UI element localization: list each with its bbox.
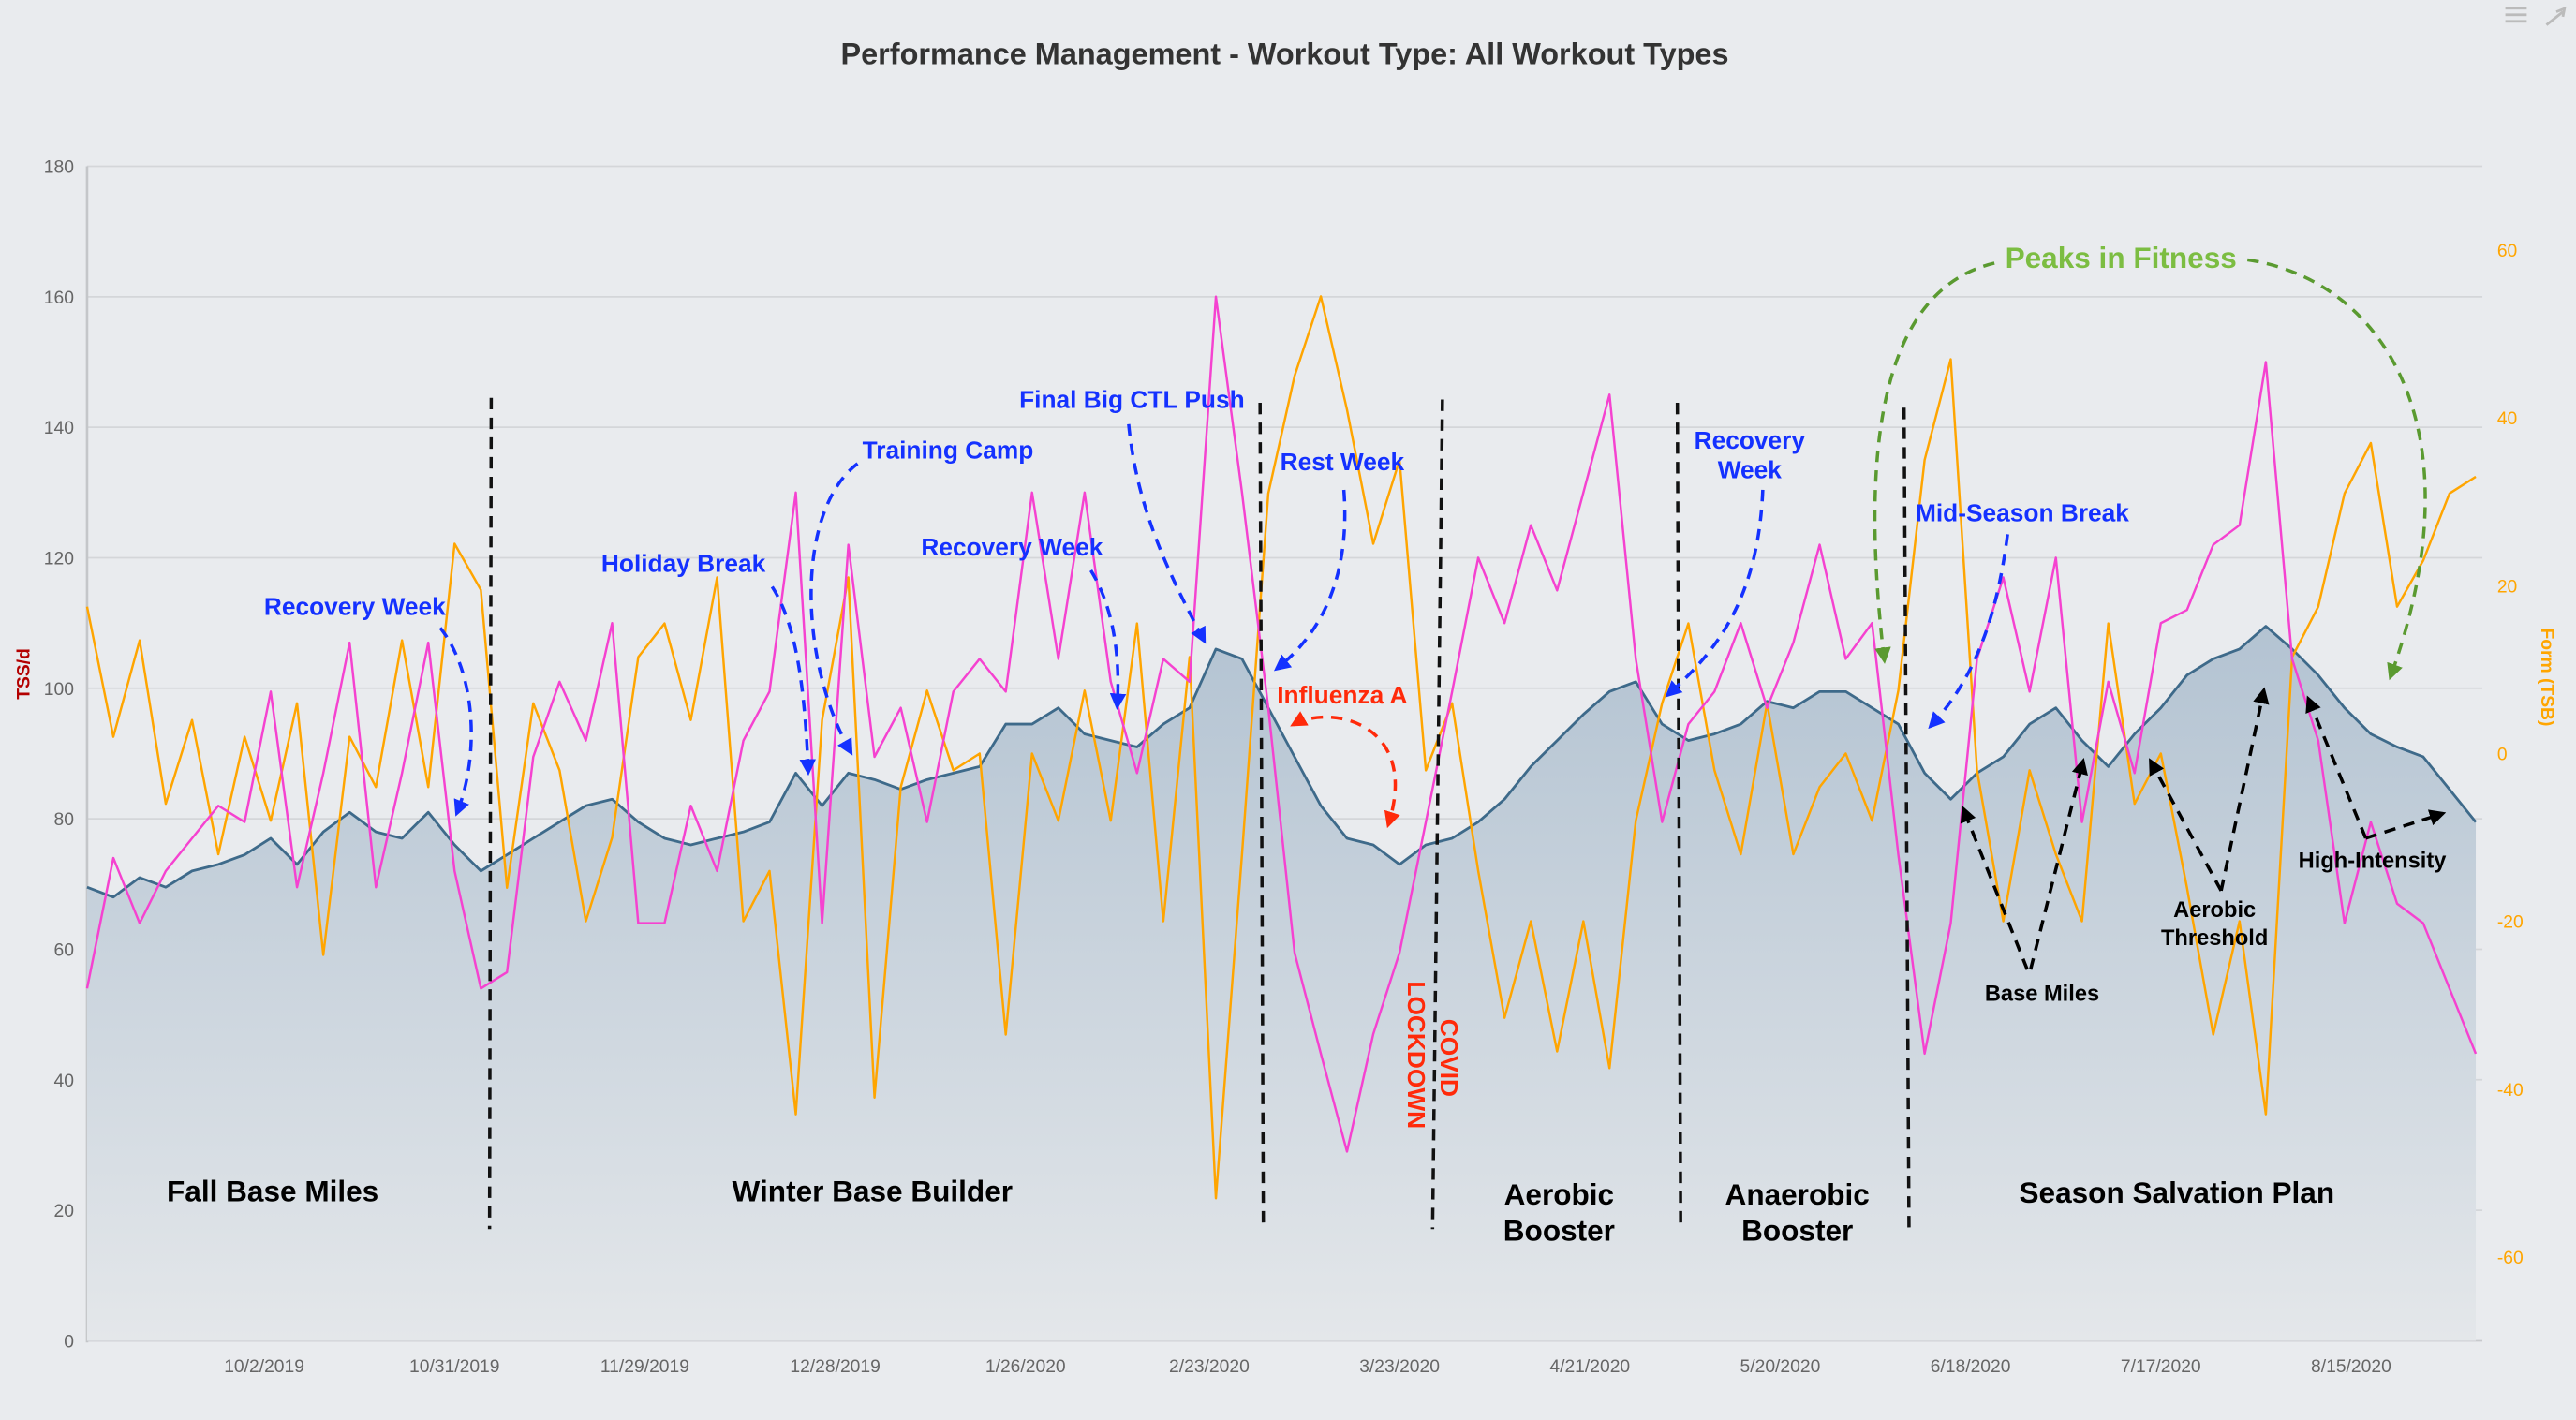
y2-tick-label: 60 [2497,242,2517,261]
phase-anaerobic: Anaerobic [1725,1177,1870,1211]
x-tick-label: 10/31/2019 [409,1357,500,1377]
annotation-covid: COVID [1435,1019,1463,1097]
y2-tick-label: 0 [2497,745,2508,764]
x-axis-ticks: 10/2/2019 10/31/2019 11/29/2019 12/28/2019 1… [224,1357,2391,1377]
arrow-aerobic-threshold-1 [2149,758,2223,892]
y-tick-label: 40 [53,1072,73,1091]
x-tick-label: 10/2/2019 [224,1357,304,1377]
annotation-training-camp: Training Camp [863,436,1034,465]
arrow-high-intensity-2 [2364,809,2447,840]
y-tick-label: 180 [44,157,74,177]
y2-tick-label: 40 [2497,409,2517,429]
annotation-rest-week: Rest Week [1281,448,1405,476]
arrow-rest-week [1273,489,1347,672]
x-tick-label: 7/17/2020 [2121,1357,2201,1377]
annotation-threshold: Threshold [2161,926,2268,951]
left-axis-label: TSS/d [15,648,35,700]
y-tick-label: 20 [53,1202,73,1221]
annotation-lockdown: LOCKDOWN [1402,981,1430,1129]
arrow-mid-season-break [1928,534,2009,730]
y-tick-label: 140 [44,419,74,438]
y-tick-label: 100 [44,680,74,700]
phase-booster: Booster [1503,1213,1615,1247]
x-tick-label: 5/20/2020 [1740,1357,1821,1377]
y-tick-label: 160 [44,288,74,308]
x-tick-label: 3/23/2020 [1359,1357,1440,1377]
annotation-recovery-week: Recovery Week [264,592,446,620]
y-tick-label: 120 [44,549,74,569]
annotation-mid-season-break: Mid-Season Break [1916,498,2129,526]
phase-fall-base-miles: Fall Base Miles [167,1174,378,1207]
x-tick-label: 8/15/2020 [2311,1357,2391,1377]
y-tick-label: 60 [53,940,73,960]
x-tick-label: 11/29/2019 [600,1357,689,1377]
collapse-icon[interactable] [2545,6,2567,26]
annotation-recovery: Recovery [1695,426,1806,454]
annotation-aerobic: Aerobic [2173,898,2256,923]
form-line [85,295,2477,1200]
annotation-influenza: Influenza A [1277,681,1407,709]
fitness-area [86,626,2477,1341]
phase-aerobic: Aerobic [1504,1177,1614,1211]
phase-divider [1430,399,1444,1230]
arrow-recovery-week-1 [438,627,473,817]
phase-season-salvation-plan: Season Salvation Plan [2020,1176,2335,1209]
annotation-final-ctl-push: Final Big CTL Push [1019,385,1245,413]
arrow-base-miles-1 [1960,805,2029,970]
arrow-influenza [1290,711,1400,829]
x-tick-label: 1/26/2020 [985,1357,1066,1377]
annotation-arrows [438,258,2447,970]
right-axis-ticks: -60 -40 -20 0 20 40 60 [2497,242,2524,1268]
arrow-recovery-week-2 [1089,569,1127,710]
chart-title: Performance Management - Workout Type: A… [840,37,1728,71]
arrow-final-ctl-push [1127,423,1207,644]
arrow-holiday-break [770,585,817,777]
arrow-base-miles-2 [2029,757,2088,970]
arrow-peaks-left [1873,261,1995,664]
y2-tick-label: -40 [2497,1081,2524,1101]
arrow-aerobic-threshold-2 [2219,687,2270,892]
x-tick-label: 12/28/2019 [790,1357,881,1377]
y-tick-label: 0 [64,1332,74,1352]
phase-dividers [487,397,1911,1230]
series-layer [85,295,2478,1341]
annotation-high-intensity: High-Intensity [2299,849,2448,873]
right-axis-label: Form (TSB) [2537,628,2556,726]
left-axis-ticks: 0 20 40 60 80 100 120 140 160 180 [44,157,74,1352]
arrow-high-intensity-1 [2305,695,2368,839]
annotation-week: Week [1718,456,1783,484]
fitness-line [86,625,2478,899]
annotation-peaks-in-fitness: Peaks in Fitness [2006,241,2237,274]
annotation-holiday-break: Holiday Break [601,550,766,578]
phase-labels: Fall Base Miles Winter Base Builder Aero… [167,1174,2334,1247]
phase-divider [487,397,494,1230]
arrow-training-camp [809,462,859,756]
menu-icon[interactable] [2505,7,2527,23]
phase-booster: Booster [1741,1213,1853,1247]
y2-tick-label: -60 [2497,1249,2524,1268]
annotation-base-miles: Base Miles [1985,982,2099,1006]
x-tick-label: 6/18/2020 [1931,1357,2011,1377]
phase-winter-base-builder: Winter Base Builder [733,1174,1013,1207]
arrow-recovery-week-3 [1665,489,1765,698]
x-tick-label: 2/23/2020 [1169,1357,1250,1377]
annotation-recovery-week: Recovery Week [921,533,1103,561]
x-tick-label: 4/21/2020 [1549,1357,1630,1377]
y2-tick-label: 20 [2497,577,2517,597]
y-tick-label: 80 [53,810,73,830]
arrow-peaks-right [2246,258,2427,681]
y2-tick-label: -20 [2497,913,2524,933]
annotations: Recovery Week Holiday Break Training Cam… [264,241,2447,1129]
